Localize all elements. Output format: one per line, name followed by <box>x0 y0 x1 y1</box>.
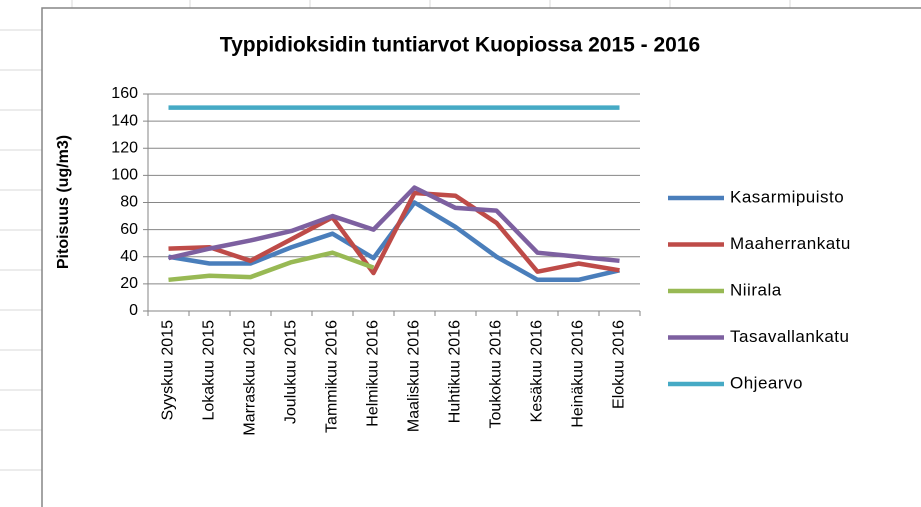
x-tick-label: Joulukuu 2015 <box>283 320 300 424</box>
sheet-grid <box>0 0 791 471</box>
x-tick-label: Syyskuu 2015 <box>160 320 177 421</box>
legend-label: Maaherrankatu <box>730 234 851 253</box>
y-tick-label: 120 <box>111 139 138 156</box>
series-line <box>168 250 375 283</box>
x-tick-label: Helmikuu 2016 <box>365 320 382 427</box>
x-tick-label: Marraskuu 2015 <box>242 320 259 436</box>
y-tick-label: 80 <box>120 194 138 211</box>
y-tick-label: 20 <box>120 275 138 292</box>
legend-label: Niirala <box>730 280 782 299</box>
legend-label: Kasarmipuisto <box>730 187 844 206</box>
x-tick-label: Heinäkuu 2016 <box>570 320 587 428</box>
chart-title: Typpidioksidin tuntiarvot Kuopiossa 2015… <box>220 34 700 57</box>
x-tick-label: Elokuu 2016 <box>611 320 628 409</box>
y-tick-label: 160 <box>111 85 138 102</box>
x-tick-label: Huhtikuu 2016 <box>447 320 464 423</box>
y-axis-label: Pitoisuus (ug/m3) <box>55 135 72 269</box>
legend-label: Ohjearvo <box>730 373 803 392</box>
x-tick-label: Tammikuu 2016 <box>324 320 341 433</box>
legend-label: Tasavallankatu <box>730 327 849 346</box>
y-tick-label: 40 <box>120 248 138 265</box>
x-tick-label: Kesäkuu 2016 <box>529 320 546 422</box>
y-tick-label: 60 <box>120 221 138 238</box>
x-tick-label: Lokakuu 2015 <box>201 320 218 421</box>
x-tick-label: Toukokuu 2016 <box>488 320 505 429</box>
y-tick-label: 0 <box>129 302 138 319</box>
series-line <box>168 190 620 276</box>
series-line <box>167 185 620 264</box>
y-tick-label: 140 <box>111 112 138 129</box>
x-tick-label: Maaliskuu 2016 <box>406 320 423 432</box>
y-tick-label: 100 <box>111 167 138 184</box>
chart-area <box>41 7 921 507</box>
